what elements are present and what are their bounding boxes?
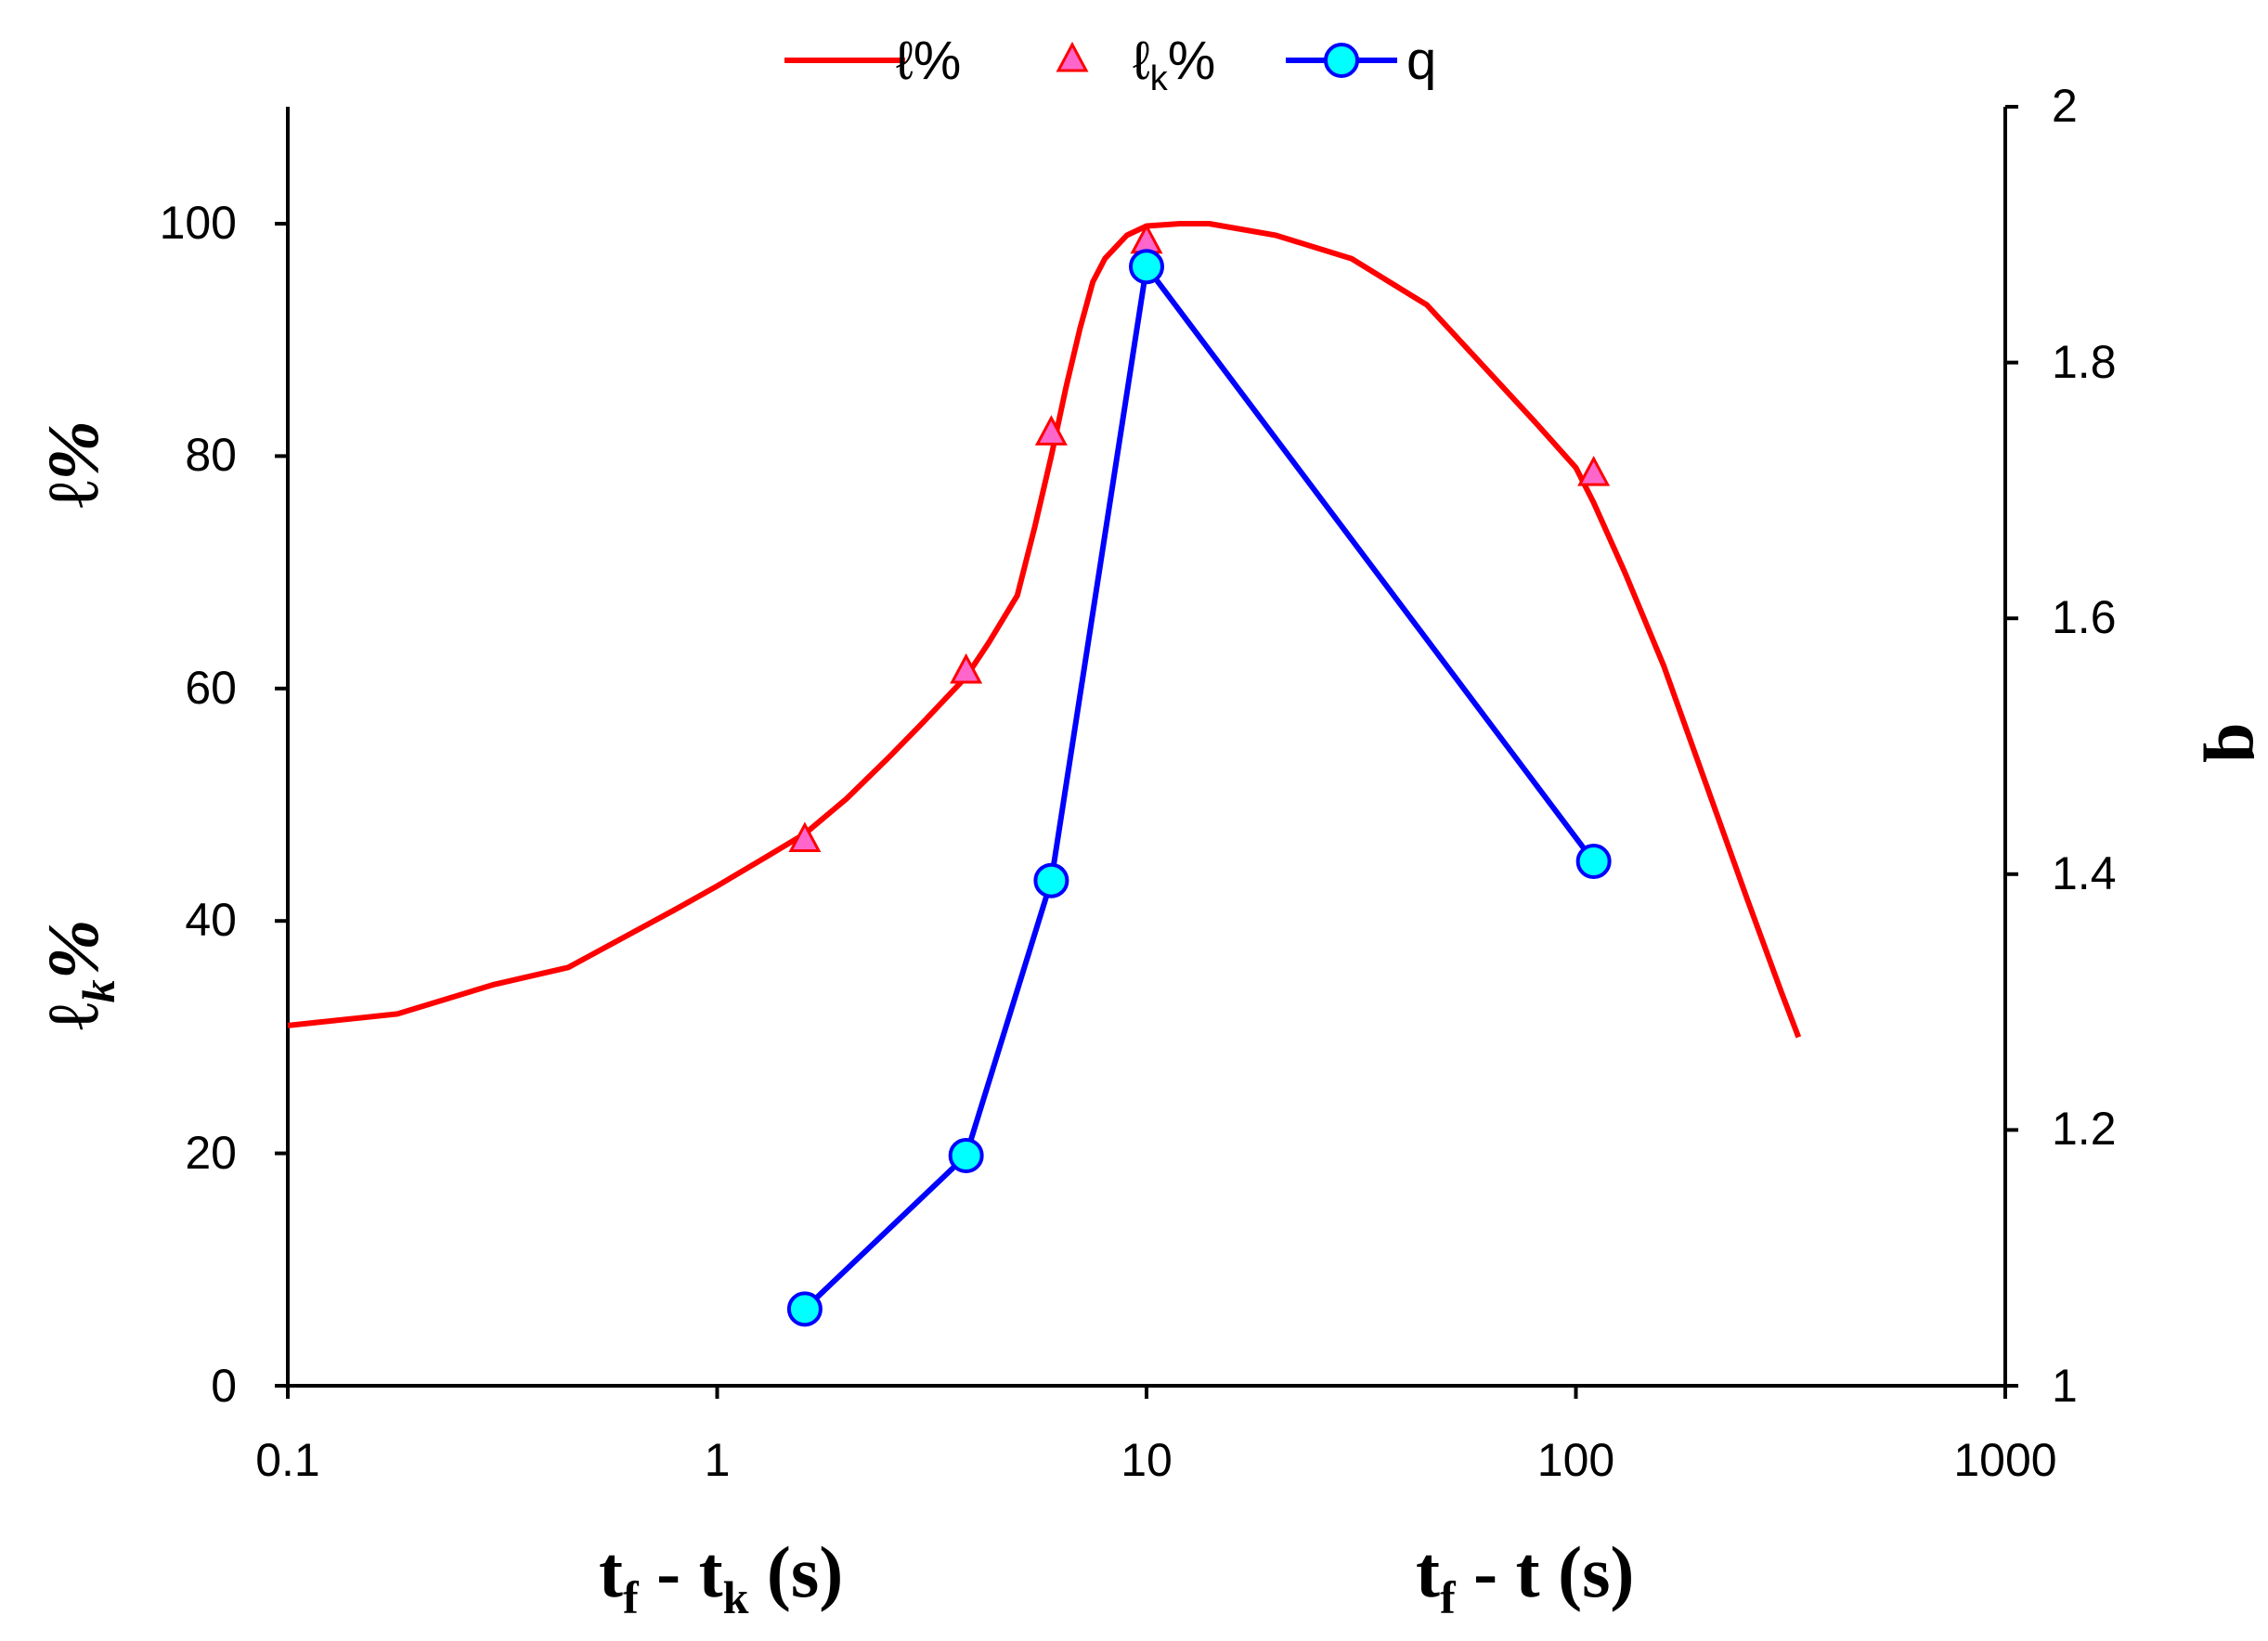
x-tick-label: 1000 [1953,1434,2056,1486]
data-point-q [1129,249,1164,285]
x-axis-title-left: tf - tk (s) [599,1531,843,1623]
right-y-tick-label: 1.6 [2052,591,2117,643]
left-y-tick-label: 0 [211,1360,237,1412]
legend-label-l-percent: ℓ% [896,31,961,91]
legend-marker-q [1324,43,1359,78]
legend: ℓ% ℓk% q [784,31,1436,98]
data-point-lk [788,821,822,853]
left-y-axis-title-bottom: ℓk% [32,919,124,1029]
series-line-2 [802,264,1596,1312]
x-tick-label: 10 [1121,1434,1173,1486]
data-point-q [1575,844,1612,880]
x-tick-label: 0.1 [255,1434,320,1486]
x-tick-label: 100 [1537,1434,1614,1486]
plot-area [287,221,1802,1327]
left-y-tick-label: 80 [185,429,237,481]
right-y-tick-label: 1.2 [2052,1103,2117,1155]
left-y-tick-label: 60 [185,662,237,714]
legend-label-q: q [1406,31,1436,91]
data-point-q [948,1137,984,1173]
data-point-lk [1577,456,1611,486]
legend-marker-lk-percent [1056,41,1089,72]
legend-label-lk-percent: ℓk% [1133,31,1215,98]
right-y-axis-title: q [2203,722,2268,762]
x-tick-label: 1 [705,1434,731,1486]
x-axis-title-right: tf - t (s) [1416,1531,1634,1623]
left-y-axis-title-top: ℓ% [32,420,113,508]
left-y-tick-label: 20 [185,1127,237,1179]
data-point-q [1033,862,1069,898]
right-y-tick-label: 2 [2052,80,2078,132]
left-y-tick-label: 100 [160,197,237,249]
tick-marks [275,105,2018,1399]
right-y-tick-label: 1.8 [2052,336,2117,388]
left-y-tick-labels: 0 20 40 60 80 100 [160,197,237,1412]
series-line-0 [287,221,1802,1039]
right-y-tick-labels: 1 1.2 1.4 1.6 1.8 2 [2052,80,2117,1412]
right-y-tick-label: 1 [2052,1360,2078,1412]
right-y-tick-label: 1.4 [2052,847,2117,899]
x-tick-labels: 0.1 1 10 100 1000 [255,1434,2056,1486]
left-y-tick-label: 40 [185,894,237,946]
data-point-lk [950,653,983,684]
data-point-lk [1034,415,1068,446]
data-point-q [786,1291,823,1327]
